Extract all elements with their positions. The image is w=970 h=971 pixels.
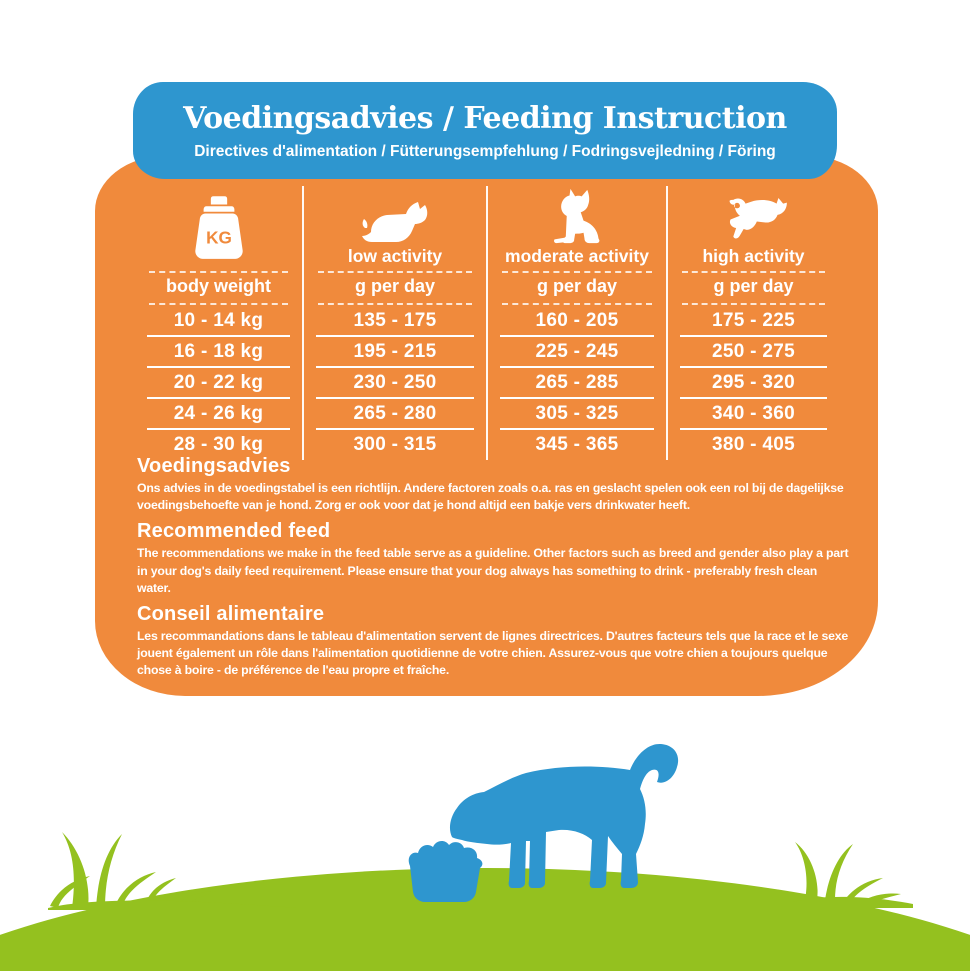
weight-kg-icon: KG [194,196,243,259]
header-banner: Voedingsadvies / Feeding Instruction Dir… [133,82,837,179]
food-bowl-icon [408,841,483,902]
dashed-divider [149,303,288,305]
column-sublabel: body weight [166,276,271,296]
column-sublabel: g per day [354,276,436,296]
column-sublabel: g per day [536,276,618,296]
page-subtitle: Directives d'alimentation / Fütterungsem… [194,142,776,160]
table-cell: 265 - 280 [304,397,486,429]
column-sublabel: g per day [713,276,794,296]
lying-dog-icon [362,202,428,242]
dashed-divider [682,303,825,305]
note-english: Recommended feed The recommendations we … [137,520,849,597]
dashed-divider [502,271,652,273]
table-cell: 265 - 285 [488,366,666,398]
table-cell: 135 - 175 [353,309,437,331]
table-cell: 20 - 22 kg [135,366,302,398]
page-title: Voedingsadvies / Feeding Instruction [183,100,787,136]
table-cell: 295 - 320 [668,366,839,398]
column-label: low activity [347,245,443,266]
table-cell: 345 - 365 [488,428,666,460]
table-cell: 230 - 250 [304,366,486,398]
column-label: high activity [702,245,805,266]
note-heading-english: Recommended feed [137,520,331,543]
note-body-english: The recommendations we make in the feed … [137,546,849,595]
table-cell: 250 - 275 [668,335,839,367]
dashed-divider [502,303,652,305]
table-cell: 225 - 245 [488,335,666,367]
table-column-low-activity: low activity g per day 135 - 175 195 - 2… [302,186,486,460]
table-cell: 305 - 325 [488,397,666,429]
table-cell: 380 - 405 [668,428,839,460]
note-dutch: Voedingsadvies Ons advies in de voedings… [137,455,849,514]
feeding-table: KG body weight 10 - 14 kg 16 - 18 kg 20 … [135,186,845,460]
table-column-high-activity: high activity g per day 175 - 225 250 - … [666,186,839,460]
table-cell: 340 - 360 [668,397,839,429]
note-french: Conseil alimentaire Les recommandations … [137,603,849,680]
table-cell: 195 - 215 [304,335,486,367]
table-cell: 16 - 18 kg [135,335,302,367]
grass-tuft-left-icon [48,832,298,910]
table-cell: 10 - 14 kg [173,309,264,331]
note-body-french: Les recommandations dans le tableau d'al… [137,629,849,678]
table-column-moderate-activity: moderate activity g per day 160 - 205 22… [486,186,666,460]
dashed-divider [682,271,825,273]
running-dog-icon [729,197,787,239]
dog-eating-scene [408,743,679,902]
note-heading-french: Conseil alimentaire [137,603,325,626]
table-cell: 28 - 30 kg [135,428,302,460]
table-cell: 300 - 315 [304,428,486,460]
note-body-dutch: Ons advies in de voedingstabel is een ri… [137,481,844,513]
column-label: moderate activity [505,245,649,266]
table-cell: 175 - 225 [712,309,795,331]
table-cell: 160 - 205 [535,309,619,331]
dashed-divider [318,303,472,305]
kg-icon-label: KG [206,227,232,247]
grass-tuft-right-icon [793,842,913,908]
table-column-body-weight: KG body weight 10 - 14 kg 16 - 18 kg 20 … [135,186,302,460]
dashed-divider [318,271,472,273]
note-heading-dutch: Voedingsadvies [137,455,291,477]
advisory-notes: Voedingsadvies Ons advies in de voedings… [137,455,849,686]
dashed-divider [149,271,288,273]
dog-silhouette-icon [449,743,679,888]
sitting-dog-icon [554,188,600,244]
table-cell: 24 - 26 kg [135,397,302,429]
